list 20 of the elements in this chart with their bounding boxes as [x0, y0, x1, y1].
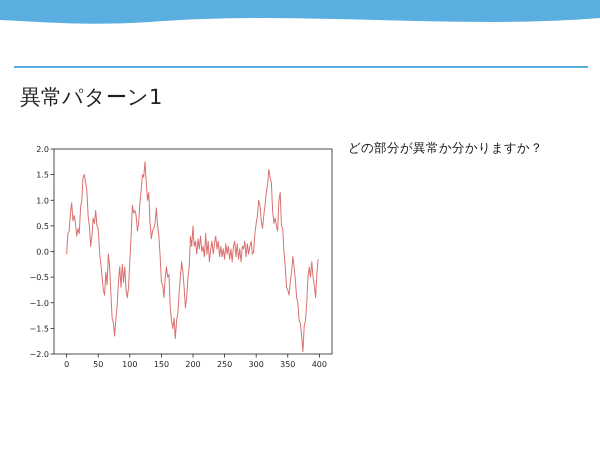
x-tick-label: 0 [64, 360, 70, 369]
x-tick-label: 100 [122, 360, 138, 369]
x-tick-label: 50 [93, 360, 104, 369]
x-tick-label: 200 [185, 360, 201, 369]
y-tick-label: 1.0 [36, 196, 49, 206]
x-tick-label: 150 [154, 360, 170, 369]
y-tick-label: 2.0 [36, 145, 49, 154]
y-tick-label: 0.5 [36, 222, 49, 231]
x-tick-label: 400 [312, 360, 328, 369]
y-tick-label: −1.5 [30, 324, 49, 334]
x-tick-label: 350 [280, 360, 296, 369]
y-tick-label: 0.0 [36, 248, 49, 256]
annotation: どの部分が異常か分かりますか？ [348, 140, 543, 155]
x-tick-label: 300 [248, 360, 264, 369]
title: 異常パターン1 [20, 85, 162, 109]
x-tick-label: 250 [216, 360, 232, 369]
y-tick-label: −0.5 [30, 273, 49, 282]
y-tick-label: −2.0 [30, 350, 49, 359]
y-tick-label: 1.5 [36, 170, 49, 180]
y-tick-label: −1.0 [30, 298, 49, 308]
